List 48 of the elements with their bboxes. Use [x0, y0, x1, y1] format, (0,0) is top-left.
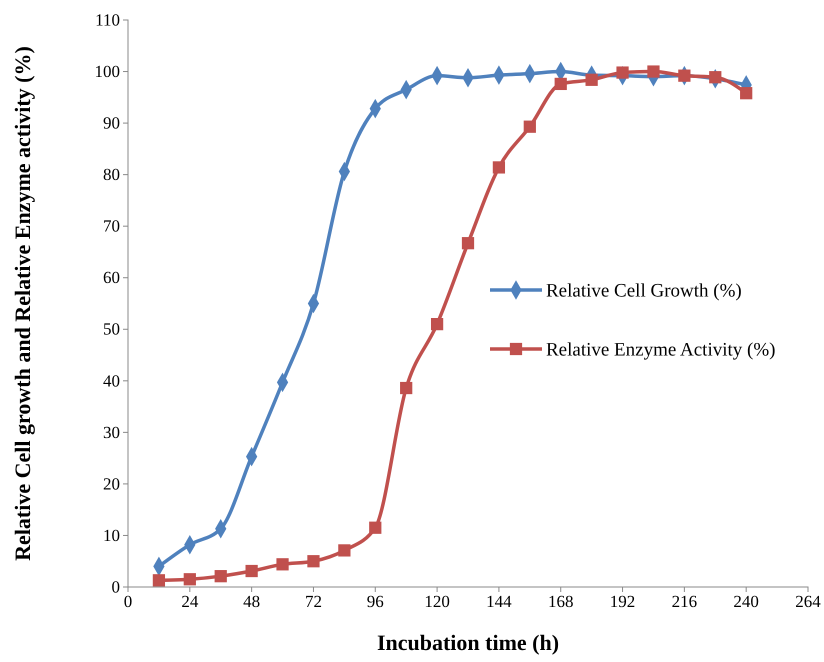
x-tick-label: 24	[181, 592, 199, 612]
point	[400, 382, 412, 394]
y-tick-label: 90	[103, 114, 120, 133]
x-tick-label: 48	[243, 592, 260, 612]
point	[740, 87, 752, 100]
point	[152, 574, 166, 586]
point	[709, 71, 722, 84]
y-tick-label: 70	[103, 216, 120, 236]
point	[338, 544, 350, 557]
x-tick-label: 96	[366, 592, 384, 612]
point	[647, 65, 660, 78]
point	[586, 74, 598, 86]
point	[616, 66, 629, 79]
y-tick-label: 80	[103, 165, 120, 184]
x-tick-label: 168	[548, 592, 574, 612]
point	[369, 522, 382, 534]
x-tick-label: 0	[124, 592, 132, 612]
y-axis-title: Relative Cell growth and Relative Enzyme activity (%)	[10, 46, 35, 561]
point	[524, 120, 536, 133]
x-axis-title: Incubation time (h)	[376, 630, 560, 655]
point	[430, 318, 444, 330]
y-tick-label: 50	[103, 320, 120, 339]
point	[307, 555, 320, 568]
point	[492, 161, 506, 174]
y-tick-label: 30	[103, 422, 120, 442]
point	[276, 558, 289, 570]
point	[554, 78, 567, 90]
x-tick-label: 264	[795, 592, 822, 612]
x-tick-label: 240	[733, 592, 759, 612]
x-tick-label: 120	[424, 592, 450, 612]
y-tick-label: 60	[103, 268, 120, 288]
y-tick-label: 100	[94, 62, 120, 81]
y-tick-label: 20	[103, 474, 120, 494]
point	[184, 573, 196, 586]
x-tick-label: 72	[304, 592, 322, 612]
legend-label: Relative Enzyme Activity (%)	[546, 340, 776, 361]
x-tick-label: 192	[610, 592, 636, 612]
x-tick-label: 144	[486, 592, 512, 612]
point	[214, 570, 227, 582]
legend-label: Relative Cell Growth (%)	[546, 280, 742, 302]
y-tick-label: 40	[103, 371, 120, 390]
point	[246, 564, 258, 578]
y-tick-label: 110	[95, 10, 120, 30]
y-tick-label: 10	[103, 526, 120, 545]
y-tick-label: 0	[112, 577, 120, 596]
x-tick-label: 216	[672, 592, 698, 612]
point	[462, 237, 474, 250]
point	[678, 70, 690, 82]
